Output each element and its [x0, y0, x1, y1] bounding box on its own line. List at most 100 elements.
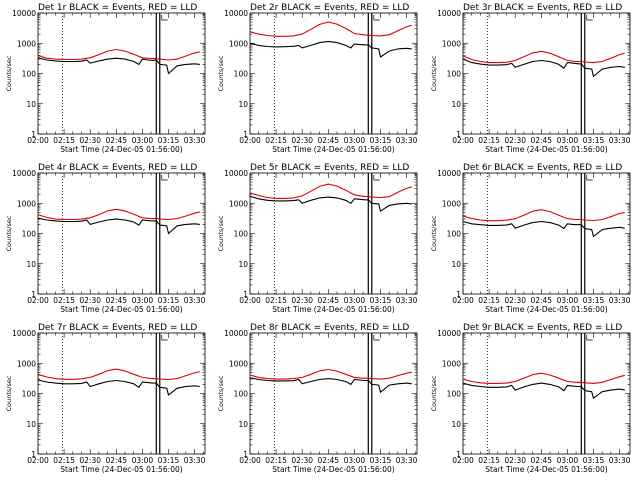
y-tick-label: 100	[22, 70, 37, 79]
marker-bracket	[586, 175, 593, 181]
x-axis-label: Start Time (24-Dec-05 01:56:00)	[485, 465, 607, 474]
x-tick-label: 02:15	[265, 136, 287, 145]
lld-series-line	[462, 209, 625, 222]
y-tick-label: 1	[243, 130, 248, 139]
y-tick-label: 10	[238, 420, 248, 429]
x-tick-label: 02:30	[79, 456, 101, 465]
lld-series-line	[37, 208, 200, 221]
panel-title: Det 2r BLACK = Events, RED = LLD	[250, 3, 409, 13]
y-axis-label: Counts/sec	[217, 375, 225, 411]
x-tick-label: 03:30	[396, 136, 418, 145]
x-tick-label: 02:45	[530, 136, 552, 145]
y-axis-label: Counts/sec	[5, 375, 13, 411]
x-axis-label: Start Time (24-Dec-05 01:56:00)	[60, 145, 182, 154]
x-axis-label: Start Time (24-Dec-05 01:56:00)	[60, 465, 182, 474]
x-axis-label: Start Time (24-Dec-05 01:56:00)	[485, 305, 607, 314]
y-tick-label: 1000	[442, 39, 461, 48]
y-tick-label: 10000	[12, 329, 36, 338]
x-axis-label: Start Time (24-Dec-05 01:56:00)	[272, 305, 394, 314]
y-tick-label: 100	[447, 390, 462, 399]
x-tick-label: 03:15	[158, 296, 180, 305]
y-tick-label: 1	[31, 130, 36, 139]
x-tick-label: 02:00	[239, 136, 261, 145]
x-tick-label: 03:30	[184, 136, 206, 145]
y-tick-label: 10	[451, 260, 461, 269]
x-axis-label: Start Time (24-Dec-05 01:56:00)	[272, 145, 394, 154]
y-tick-label: 10000	[224, 329, 248, 338]
y-tick-label: 10	[26, 260, 36, 269]
panel-9: Det 9r BLACK = Events, RED = LLD 1 10 100 10…	[430, 323, 631, 474]
panel-4: Det 4r BLACK = Events, RED = LLD 1 10 100 10…	[5, 163, 206, 314]
y-axis-label: Counts/sec	[5, 55, 13, 91]
marker-bracket	[586, 15, 593, 21]
x-tick-label: 02:30	[504, 296, 526, 305]
x-tick-label: 02:00	[239, 456, 261, 465]
x-tick-label: 02:00	[27, 456, 49, 465]
y-axis-label: Counts/sec	[430, 215, 438, 251]
x-tick-label: 03:15	[583, 296, 605, 305]
lld-series-line	[462, 50, 625, 64]
x-tick-label: 02:45	[530, 296, 552, 305]
x-tick-label: 02:00	[452, 296, 474, 305]
x-tick-label: 03:00	[344, 456, 366, 465]
events-series-line	[462, 382, 625, 400]
x-tick-label: 02:45	[530, 456, 552, 465]
x-tick-label: 02:45	[317, 456, 339, 465]
x-tick-label: 03:00	[557, 136, 579, 145]
y-tick-label: 100	[234, 230, 249, 239]
y-tick-label: 1000	[229, 39, 248, 48]
marker-bracket	[373, 175, 380, 181]
panel-title: Det 9r BLACK = Events, RED = LLD	[463, 323, 622, 333]
y-tick-label: 1000	[442, 199, 461, 208]
y-tick-label: 100	[234, 390, 249, 399]
y-tick-label: 10000	[437, 169, 461, 178]
panel-title: Det 5r BLACK = Events, RED = LLD	[250, 163, 409, 173]
x-tick-label: 02:30	[291, 456, 313, 465]
y-tick-label: 1000	[442, 359, 461, 368]
x-tick-label: 03:15	[583, 456, 605, 465]
x-tick-label: 02:15	[478, 136, 500, 145]
lld-series-line	[462, 372, 625, 384]
plot-frame	[462, 332, 631, 455]
x-tick-label: 03:15	[158, 136, 180, 145]
x-tick-label: 03:00	[557, 296, 579, 305]
x-tick-label: 02:15	[478, 456, 500, 465]
panel-5: Det 5r BLACK = Events, RED = LLD 1 10 100 10…	[217, 163, 418, 314]
x-tick-label: 02:30	[504, 456, 526, 465]
lld-series-line	[249, 368, 412, 380]
x-tick-label: 02:00	[27, 136, 49, 145]
x-tick-label: 02:00	[452, 456, 474, 465]
x-tick-label: 02:00	[239, 296, 261, 305]
x-tick-label: 02:45	[105, 456, 127, 465]
x-tick-label: 03:00	[132, 136, 154, 145]
panel-1: Det 1r BLACK = Events, RED = LLD 1 10 100 10…	[5, 3, 206, 154]
x-tick-label: 02:15	[53, 456, 75, 465]
x-tick-label: 02:15	[265, 456, 287, 465]
x-tick-label: 02:30	[79, 136, 101, 145]
y-tick-label: 10	[238, 100, 248, 109]
x-tick-label: 02:30	[291, 296, 313, 305]
x-tick-label: 03:00	[344, 136, 366, 145]
marker-bracket	[161, 15, 168, 21]
x-tick-label: 03:30	[609, 136, 631, 145]
marker-bracket	[373, 15, 380, 21]
y-tick-label: 1000	[229, 199, 248, 208]
lld-series-line	[249, 183, 412, 199]
lld-series-line	[37, 48, 200, 61]
plot-frame	[249, 12, 418, 135]
events-series-line	[37, 217, 200, 235]
marker-bracket	[373, 335, 380, 341]
y-tick-label: 10	[451, 420, 461, 429]
x-tick-label: 03:00	[132, 456, 154, 465]
x-tick-label: 02:00	[452, 136, 474, 145]
y-tick-label: 10	[451, 100, 461, 109]
x-tick-label: 02:15	[265, 296, 287, 305]
y-tick-label: 1	[243, 290, 248, 299]
y-tick-label: 1000	[229, 359, 248, 368]
panel-title: Det 6r BLACK = Events, RED = LLD	[463, 163, 622, 173]
events-series-line	[37, 57, 200, 75]
panel-8: Det 8r BLACK = Events, RED = LLD 1 10 100 10…	[217, 323, 418, 474]
lld-series-line	[249, 21, 412, 37]
x-tick-label: 02:30	[504, 136, 526, 145]
